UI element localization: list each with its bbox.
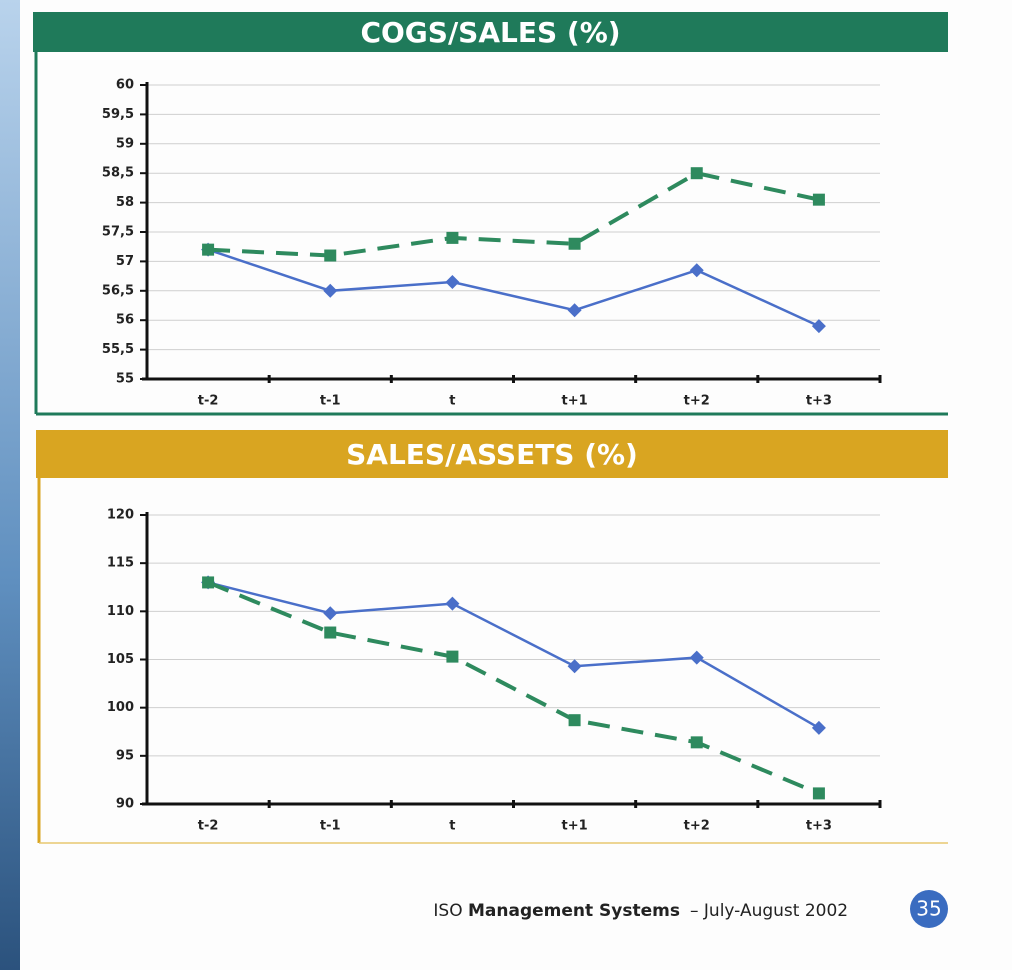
- chart-header: [36, 430, 948, 478]
- series-line: [207, 580, 820, 796]
- page-number: 35: [916, 897, 941, 921]
- charts: COGS/SALES (%) 55 55,5 56 56,5 57 57,5 58 58,5 59…: [33, 12, 948, 844]
- chart-header: [33, 12, 948, 52]
- y-tick-label: 105: [107, 652, 134, 667]
- marker: [323, 606, 338, 621]
- series-line: [207, 248, 820, 328]
- y-tick-label: 57: [116, 254, 134, 269]
- y-tick-label: 115: [107, 556, 134, 571]
- side-strip: [0, 0, 20, 970]
- y-tick-label: 55: [116, 372, 134, 387]
- x-tick-label: t: [449, 394, 455, 409]
- marker: [202, 243, 215, 256]
- footer-prefix: ISO: [433, 901, 462, 921]
- y-tick-label: 95: [116, 748, 134, 763]
- y-tick-label: 58,5: [102, 166, 134, 181]
- x-tick-label: t+1: [562, 394, 588, 409]
- marker: [689, 263, 704, 278]
- x-tick-label: t-1: [320, 394, 341, 409]
- marker: [567, 303, 582, 318]
- series-line: [207, 581, 820, 729]
- x-tick-label: t+1: [562, 819, 588, 834]
- y-tick-label: 55,5: [102, 342, 134, 357]
- series-line: [207, 171, 820, 258]
- chart-title: COGS/SALES (%): [360, 16, 620, 49]
- marker: [446, 231, 459, 244]
- x-tick-label: t-2: [198, 819, 219, 834]
- marker: [568, 714, 581, 727]
- marker: [324, 626, 337, 639]
- y-tick-label: 100: [107, 700, 134, 715]
- y-tick-label: 90: [116, 797, 134, 812]
- y-tick-label: 120: [107, 508, 134, 523]
- x-tick-label: t+2: [684, 819, 710, 834]
- chart-title: SALES/ASSETS (%): [346, 438, 638, 471]
- marker: [445, 596, 460, 611]
- x-tick-label: t-1: [320, 819, 341, 834]
- y-tick-label: 56,5: [102, 283, 134, 298]
- marker: [202, 576, 215, 589]
- marker: [689, 650, 704, 665]
- marker: [324, 249, 337, 262]
- marker: [811, 319, 826, 334]
- x-tick-label: t: [449, 819, 455, 834]
- marker: [690, 167, 703, 180]
- x-tick-label: t+3: [806, 394, 832, 409]
- paper: [20, 0, 1012, 970]
- marker: [811, 720, 826, 735]
- marker: [446, 650, 459, 663]
- marker: [568, 237, 581, 250]
- x-tick-label: t+3: [806, 819, 832, 834]
- y-tick-label: 56: [116, 313, 134, 328]
- marker: [812, 193, 825, 206]
- footer-text: ISO Management Systems: [433, 901, 680, 921]
- y-tick-label: 60: [116, 78, 134, 93]
- footer-issue: – July-August 2002: [690, 901, 848, 921]
- marker: [445, 274, 460, 289]
- marker: [812, 787, 825, 800]
- y-tick-label: 57,5: [102, 225, 134, 240]
- page-badge: [910, 890, 948, 928]
- y-tick-label: 58: [116, 195, 134, 210]
- footer-name: Management Systems: [468, 901, 680, 921]
- y-tick-label: 59: [116, 136, 134, 151]
- y-tick-label: 59,5: [102, 107, 134, 122]
- marker: [323, 283, 338, 298]
- x-tick-label: t-2: [198, 394, 219, 409]
- marker: [567, 659, 582, 674]
- marker: [690, 736, 703, 749]
- y-tick-label: 110: [107, 604, 134, 619]
- x-tick-label: t+2: [684, 394, 710, 409]
